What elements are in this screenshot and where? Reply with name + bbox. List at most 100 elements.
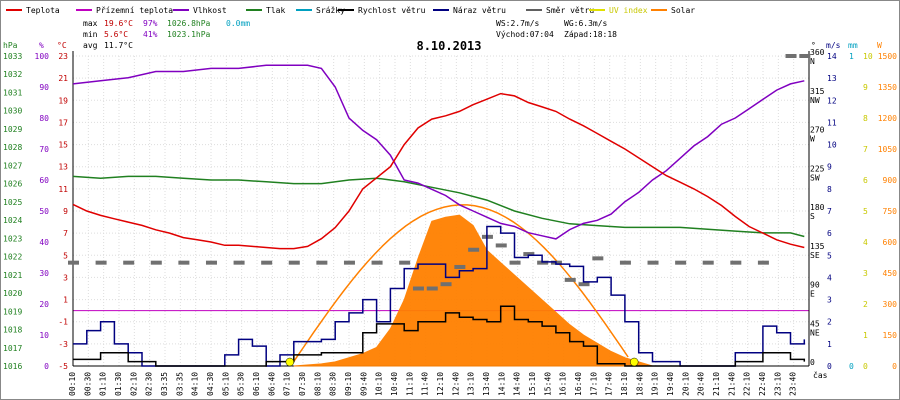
- wind-dir-mark: [757, 260, 769, 265]
- axis-tick-time: 07:30: [298, 372, 307, 396]
- axis-tick-time: 15:40: [543, 372, 552, 396]
- axis-tick-dir-label: NW: [810, 96, 820, 105]
- wind-dir-mark: [68, 260, 79, 265]
- chart-title: 8.10.2013: [416, 39, 481, 53]
- legend-label: Přízemní teplota: [96, 6, 173, 15]
- wind-dir-mark: [592, 256, 604, 261]
- axis-tick-time: 22:40: [758, 372, 767, 396]
- legend-label: UV index: [609, 6, 648, 15]
- axis-tick-dir: 180: [810, 203, 825, 212]
- axis-tick-wind: 11: [827, 118, 837, 127]
- wind-dir-mark: [564, 277, 576, 282]
- axis-tick-solar: 900: [883, 176, 898, 185]
- axis-tick-humidity: 90: [39, 83, 49, 92]
- axis-tick-wind: 2: [827, 318, 832, 327]
- axis-tick-solar: 300: [883, 300, 898, 309]
- axis-tick-solar: 150: [883, 331, 898, 340]
- wind-dir-mark: [495, 243, 507, 248]
- wind-dir-mark: [509, 260, 521, 265]
- axis-tick-uv: 6: [863, 176, 868, 185]
- axis-tick-time: 01:10: [99, 372, 108, 396]
- axis-tick-time: 01:30: [114, 372, 123, 396]
- stat-value: 41%: [143, 30, 158, 39]
- wind-dir-mark: [578, 282, 590, 287]
- stat-value: 0.0mm: [226, 19, 250, 28]
- axis-tick-time: 18:40: [635, 372, 644, 396]
- wind-dir-mark: [288, 260, 300, 265]
- axis-tick-time: 02:30: [145, 372, 154, 396]
- wind-dir-mark: [261, 260, 273, 265]
- series-temperature: [72, 92, 805, 250]
- stats-block: max 19.6°C 97% 1026.8hPa 0.0mm min 5.6°C 41% 102…: [83, 19, 617, 50]
- legend-label: Tlak: [266, 6, 285, 15]
- axis-tick-temp: 19: [58, 96, 68, 105]
- axis-tick-uv: 3: [863, 269, 868, 278]
- axis-tick-time: 22:10: [743, 372, 752, 396]
- axis-tick-wind: 1: [827, 340, 832, 349]
- wind-dir-mark: [412, 286, 424, 291]
- axis-tick-time: 17:40: [605, 372, 614, 396]
- axis-tick-time: 03:35: [160, 372, 169, 396]
- axis-tick-time: 08:30: [329, 372, 338, 396]
- stat-value: WS:2.7m/s: [496, 19, 540, 28]
- axis-tick-temp: 13: [58, 163, 68, 172]
- axis-tick-dir: 0: [810, 358, 815, 367]
- axis-tick-pressure: 1020: [3, 289, 22, 298]
- axis-tick-humidity: 50: [39, 207, 49, 216]
- axis-unit-dir: °: [811, 41, 816, 50]
- wind-dir-mark: [95, 260, 107, 265]
- axis-tick-wind: 3: [827, 296, 832, 305]
- axis-unit-mm: mm: [848, 41, 858, 50]
- axis-tick-pressure: 1033: [3, 52, 22, 61]
- axis-tick-temp: 3: [63, 273, 68, 282]
- axis-tick-uv: 9: [863, 83, 868, 92]
- axis-tick-time: 02:10: [129, 372, 138, 396]
- axis-tick-temp: 11: [58, 185, 68, 194]
- axis-tick-time: 19:10: [651, 372, 660, 396]
- legend-label: Směr větru: [546, 6, 594, 15]
- axis-tick-time: 12:40: [451, 372, 460, 396]
- axis-tick-wind: 0: [827, 362, 832, 371]
- axis-tick-temp: -1: [58, 318, 68, 327]
- axis-tick-time: 16:40: [574, 372, 583, 396]
- wind-dir-mark: [178, 260, 190, 265]
- stat-value: 1023.1hPa: [167, 30, 211, 39]
- wind-dir-mark: [440, 282, 452, 287]
- axis-tick-temp: 21: [58, 74, 68, 83]
- axis-tick-pressure: 1025: [3, 198, 22, 207]
- axis-tick-time: 15:10: [528, 372, 537, 396]
- axis-tick-time: 07:10: [283, 372, 292, 396]
- axis-tick-time: 14:10: [497, 372, 506, 396]
- legend-label: Teplota: [26, 6, 60, 15]
- axis-tick-humidity: 10: [39, 331, 49, 340]
- stat-value: 11.7°C: [104, 41, 133, 50]
- axis-tick-wind: 7: [827, 207, 832, 216]
- axis-tick-time: 13:10: [467, 372, 476, 396]
- wind-dir-mark: [426, 286, 438, 291]
- axis-tick-time: 09:10: [344, 372, 353, 396]
- axis-tick-time: 10:10: [375, 372, 384, 396]
- legend: Teplota Přízemní teplota Vlhkost Tlak Srážky…: [6, 6, 695, 15]
- legend-label: Náraz větru: [453, 6, 506, 15]
- axis-tick-pressure: 1032: [3, 70, 22, 79]
- axis-tick-time: 16:10: [559, 372, 568, 396]
- axis-tick-humidity: 20: [39, 300, 49, 309]
- axis-tick-wind: 10: [827, 141, 837, 150]
- axis-tick-solar: 1350: [878, 83, 897, 92]
- wind-dir-mark: [647, 260, 659, 265]
- axis-tick-dir: 135: [810, 242, 825, 251]
- axis-tick-rain: 0: [849, 362, 854, 371]
- axis-tick-time: 19:40: [666, 372, 675, 396]
- axis-tick-humidity: 30: [39, 269, 49, 278]
- axis-tick-time: 17:10: [589, 372, 598, 396]
- axis-tick-solar: 600: [883, 238, 898, 247]
- axis-tick-pressure: 1030: [3, 107, 22, 116]
- legend-label: Vlhkost: [193, 6, 227, 15]
- wind-dir-mark: [371, 260, 383, 265]
- axis-tick-pressure: 1018: [3, 326, 22, 335]
- axis-tick-humidity: 80: [39, 114, 49, 123]
- wind-dir-mark: [702, 260, 714, 265]
- axis-tick-wind: 14: [827, 52, 837, 61]
- axis-tick-solar: 1200: [878, 114, 897, 123]
